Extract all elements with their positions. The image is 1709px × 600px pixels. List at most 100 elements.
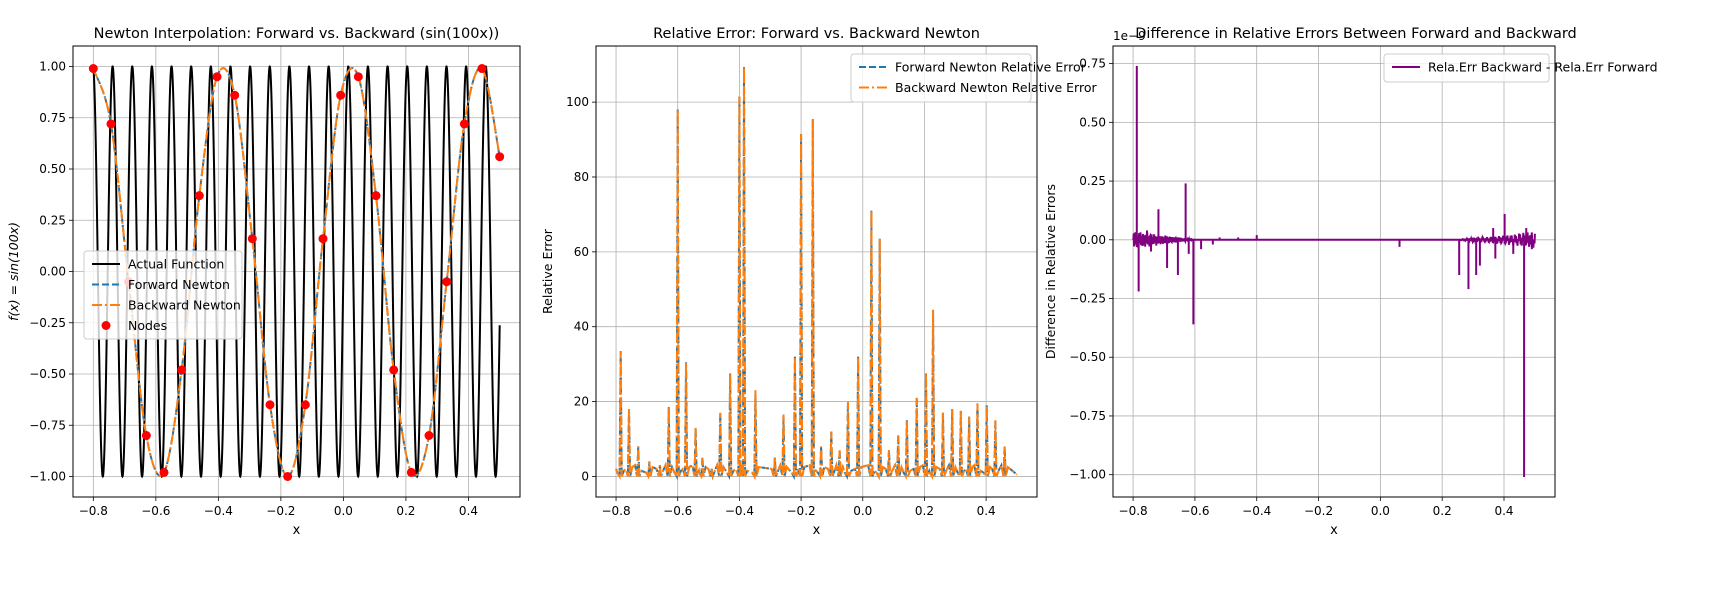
axes-frame: [595, 45, 1038, 498]
y-tick-label: 0.00: [1079, 233, 1106, 247]
x-tick-label: −0.8: [601, 504, 630, 518]
node-marker: [141, 431, 151, 440]
node-marker: [442, 277, 452, 287]
y-tick-label: 0: [581, 469, 589, 483]
legend-box: [850, 53, 1032, 103]
y-tick-label: 0.75: [1079, 57, 1106, 71]
x-tick-label: 0.4: [459, 504, 478, 518]
node-marker: [424, 431, 434, 440]
node-marker: [88, 64, 98, 74]
y-tick-label: 0.25: [1079, 174, 1106, 188]
node-marker: [459, 119, 469, 129]
x-axis-label: x: [1330, 523, 1338, 538]
x-tick-label: 0.2: [396, 504, 415, 518]
legend-box: [83, 250, 243, 340]
series-backward-relative-error: [615, 66, 1018, 481]
chart-title: Difference in Relative Errors Between Fo…: [1135, 26, 1577, 42]
y-tick-label: 0.75: [39, 111, 66, 125]
node-marker: [406, 467, 416, 477]
plot-area: [615, 66, 1018, 481]
legend-marker: [101, 321, 111, 330]
chart-panel-1: −0.8 −0.6 −0.4 −0.2 0.0 0.2 0.4 −1.00 −0.75 −0.50…: [6, 26, 521, 538]
x-tick-label: −0.8: [1119, 504, 1148, 518]
legend-label: Actual Function: [128, 257, 224, 272]
plot-area: [1132, 65, 1536, 478]
node-marker: [106, 119, 116, 129]
node-marker: [247, 234, 257, 244]
y-tick-label: −1.00: [1069, 468, 1106, 482]
node-marker: [371, 191, 381, 201]
x-tick-label: −0.6: [1180, 504, 1209, 518]
y-axis-label: f(x) = sin(100x): [6, 222, 21, 321]
node-marker: [194, 191, 204, 201]
y-axis-label: Difference in Relative Errors: [1043, 184, 1058, 359]
y-tick-label: −0.50: [1069, 350, 1106, 364]
y-tick-label: 60: [574, 245, 589, 259]
y-tick-label: 20: [574, 395, 589, 409]
node-marker: [389, 365, 399, 375]
x-tick-label: −0.2: [787, 504, 816, 518]
legend: Actual Function Forward Newton Backward Ne…: [83, 250, 243, 340]
axis-offset-label: 1e−9: [1113, 29, 1146, 43]
legend-label: Nodes: [128, 318, 167, 333]
y-tick-label: 1.00: [39, 60, 66, 74]
y-tick-label: 0.25: [39, 213, 66, 227]
chart-panel-3: −0.8 −0.6 −0.4 −0.2 0.0 0.2 0.4 −1.00 −0.75 −0.50…: [1043, 26, 1658, 538]
y-tick-label: 0.00: [39, 265, 66, 279]
node-marker: [177, 365, 187, 375]
x-axis-label: x: [813, 523, 821, 538]
chart-title: Newton Interpolation: Forward vs. Backwa…: [94, 26, 500, 42]
legend-label: Backward Newton Relative Error: [895, 80, 1097, 95]
y-tick-label: −0.25: [1069, 292, 1106, 306]
x-tick-label: 0.2: [915, 504, 934, 518]
legend-label: Backward Newton: [128, 298, 241, 313]
legend-label: Forward Newton Relative Error: [895, 60, 1087, 75]
x-tick-label: −0.4: [204, 504, 233, 518]
x-tick-label: −0.4: [725, 504, 754, 518]
x-tick-label: 0.2: [1433, 504, 1452, 518]
y-axis-label: Relative Error: [540, 228, 555, 314]
node-marker: [318, 234, 328, 244]
legend-label: Forward Newton: [128, 277, 230, 292]
node-marker: [230, 90, 240, 100]
y-tick-label: 80: [574, 170, 589, 184]
x-tick-label: −0.2: [266, 504, 295, 518]
x-tick-label: 0.0: [1371, 504, 1390, 518]
legend: Rela.Err Backward - Rela.Err Forward: [1383, 53, 1658, 83]
node-marker: [283, 472, 293, 481]
axes-frame: [1112, 45, 1556, 498]
legend-box: [1383, 53, 1550, 83]
node-marker: [336, 90, 346, 100]
node-marker: [159, 467, 169, 477]
y-tick-label: 40: [574, 320, 589, 334]
chart-title: Relative Error: Forward vs. Backward New…: [653, 26, 980, 42]
x-tick-label: −0.4: [1242, 504, 1271, 518]
x-tick-label: −0.2: [1304, 504, 1333, 518]
node-marker: [353, 72, 363, 82]
y-tick-label: −0.75: [1069, 409, 1106, 423]
legend: Forward Newton Relative Error Backward Ne…: [850, 53, 1097, 103]
y-tick-label: 0.50: [39, 162, 66, 176]
node-marker: [495, 152, 505, 162]
x-tick-label: 0.0: [853, 504, 872, 518]
y-tick-label: 0.50: [1079, 115, 1106, 129]
x-axis-label: x: [293, 523, 301, 538]
y-tick-label: −1.00: [29, 470, 66, 484]
x-tick-label: 0.0: [334, 504, 353, 518]
x-tick-label: −0.6: [663, 504, 692, 518]
series-forward-relative-error: [615, 66, 1018, 481]
node-marker: [265, 400, 275, 410]
node-marker: [477, 64, 487, 74]
y-tick-label: 100: [566, 95, 589, 109]
x-tick-label: 0.4: [1494, 504, 1513, 518]
node-marker: [212, 72, 222, 82]
node-marker: [300, 400, 310, 410]
y-tick-label: −0.50: [29, 367, 66, 381]
y-tick-label: −0.75: [29, 418, 66, 432]
x-tick-label: −0.6: [141, 504, 170, 518]
series-difference-baseline: [1132, 231, 1536, 248]
legend-label: Rela.Err Backward - Rela.Err Forward: [1428, 60, 1658, 75]
x-tick-label: 0.4: [977, 504, 996, 518]
x-tick-label: −0.8: [79, 504, 108, 518]
